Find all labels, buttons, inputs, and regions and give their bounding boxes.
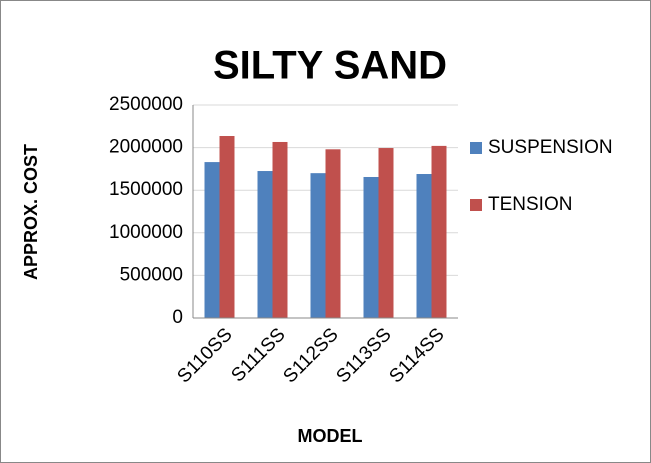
bar <box>204 162 220 318</box>
bar <box>325 149 341 318</box>
y-tick-label: 500000 <box>120 264 183 285</box>
bar <box>363 176 379 318</box>
bar <box>219 136 235 318</box>
bar <box>416 174 432 318</box>
y-axis-label: APPROX. COST <box>21 144 41 280</box>
y-tick-label: 2000000 <box>109 137 183 158</box>
y-tick-label: 2500000 <box>109 94 183 115</box>
bar <box>257 171 273 318</box>
legend-label: TENSION <box>488 194 572 215</box>
legend-swatch <box>470 142 482 154</box>
legend-label: SUSPENSION <box>488 137 613 158</box>
bar <box>310 173 326 318</box>
bar <box>272 141 288 318</box>
bar <box>378 148 394 318</box>
legend-swatch <box>470 199 482 211</box>
y-tick-label: 1500000 <box>109 179 183 200</box>
x-axis-label: MODEL <box>298 426 363 446</box>
bar <box>431 145 447 318</box>
chart-title: SILTY SAND <box>213 44 447 88</box>
y-tick-label: 0 <box>172 307 183 328</box>
y-tick-label: 1000000 <box>109 222 183 243</box>
